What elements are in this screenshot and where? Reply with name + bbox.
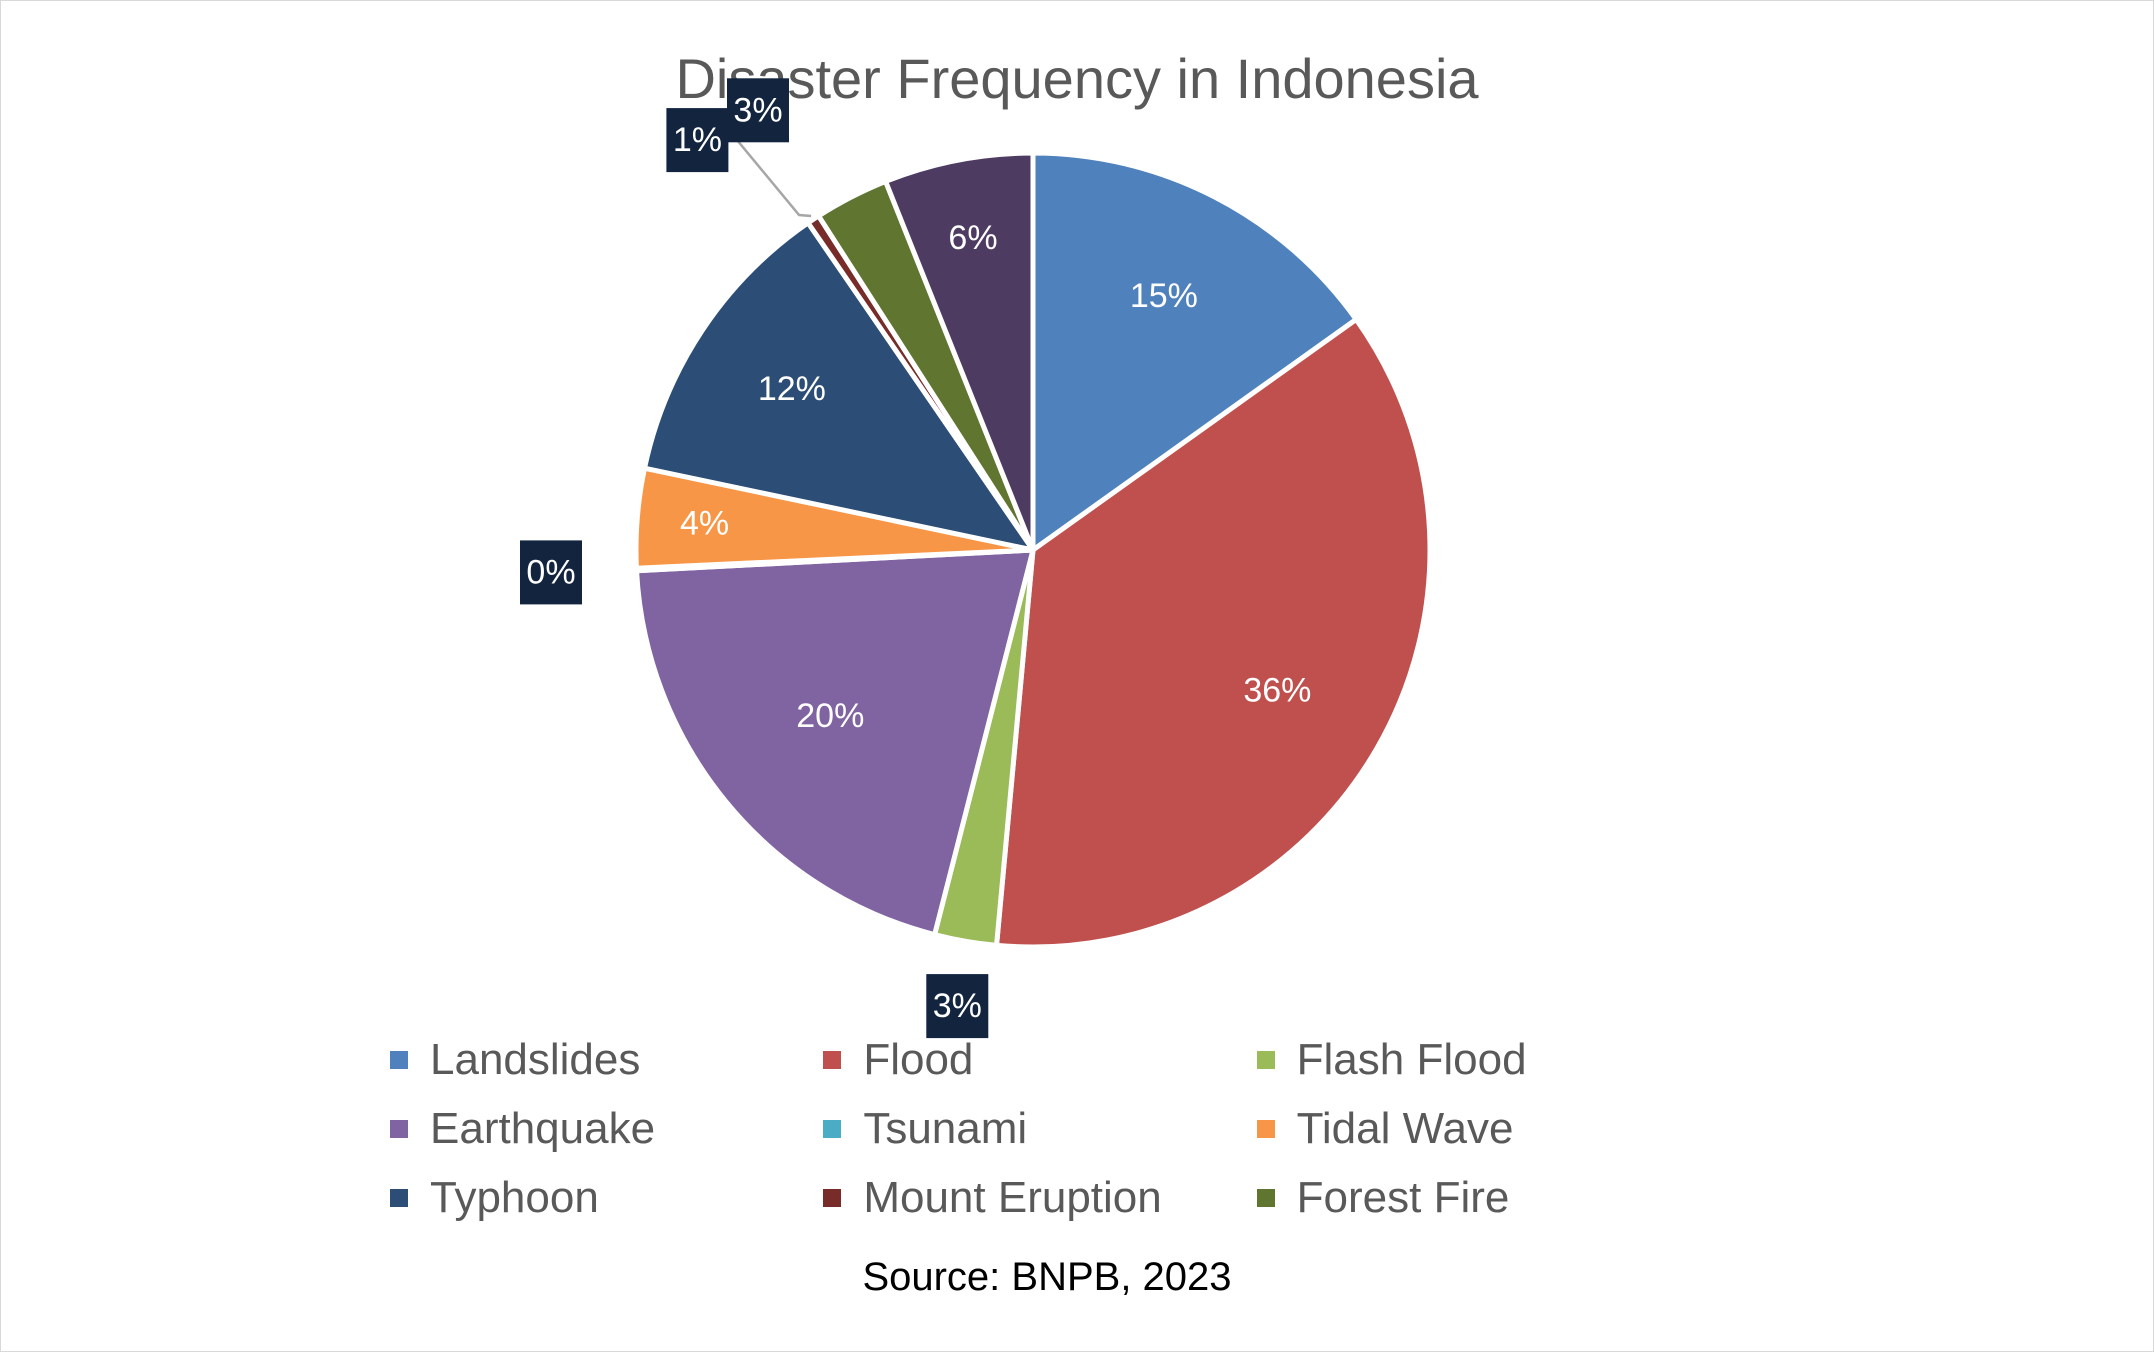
- legend-swatch: [390, 1119, 408, 1138]
- legend-swatch: [390, 1188, 408, 1207]
- data-label: 15%: [1130, 277, 1198, 315]
- legend-label: Flash Flood: [1296, 1034, 1527, 1084]
- data-label: 20%: [796, 697, 864, 735]
- legend-label: Mount Eruption: [863, 1172, 1162, 1222]
- data-label-box: [666, 108, 729, 173]
- pie-slice-landslides: [1030, 150, 1359, 553]
- legend-swatch: [823, 1050, 842, 1069]
- legend-swatch: [1256, 1188, 1275, 1207]
- legend-swatch: [823, 1119, 842, 1138]
- chart-title: Disaster Frequency in Indonesia: [675, 47, 1479, 110]
- leader-line: [734, 137, 812, 218]
- data-label: 4%: [680, 504, 729, 542]
- pie-slice-earthquake: [634, 547, 1036, 938]
- legend-label: Typhoon: [430, 1172, 599, 1222]
- data-label: 36%: [1243, 671, 1311, 709]
- legend-row: Landslides Flood Flash Flood: [390, 1025, 1690, 1094]
- legend-label: Flood: [863, 1034, 974, 1084]
- legend-swatch: [1256, 1050, 1275, 1069]
- legend-item-earthquake: Earthquake: [390, 1104, 823, 1154]
- legend-item-typhoon: Typhoon: [390, 1173, 823, 1223]
- data-label: 12%: [758, 370, 826, 408]
- legend-label: Tidal Wave: [1296, 1103, 1514, 1153]
- legend-swatch: [1256, 1119, 1275, 1138]
- legend-item-landslides: Landslides: [390, 1035, 823, 1085]
- legend-label: Earthquake: [430, 1103, 656, 1153]
- legend-row: Earthquake Tsunami Tidal Wave: [390, 1094, 1690, 1163]
- legend-item-tidal-wave: Tidal Wave: [1256, 1103, 1690, 1154]
- data-label-box: [926, 974, 989, 1039]
- pie-slice-other: [883, 150, 1036, 553]
- pie-slice-typhoon: [642, 220, 1036, 553]
- legend-label: Forest Fire: [1296, 1172, 1510, 1222]
- data-label: 1%: [673, 121, 722, 159]
- data-label: 3%: [933, 987, 982, 1025]
- data-label: 0%: [526, 553, 575, 591]
- legend-item-tsunami: Tsunami: [823, 1104, 1256, 1154]
- legend: Landslides Flood Flash Flood Earthquake Tsun…: [390, 1025, 1690, 1232]
- legend-item-mount-eruption: Mount Eruption: [823, 1173, 1256, 1223]
- data-label-box: [520, 540, 582, 605]
- data-label: 3%: [733, 91, 782, 129]
- legend-item-flash-flood: Flash Flood: [1256, 1034, 1690, 1085]
- data-label: 6%: [948, 219, 997, 257]
- legend-item-flood: Flood: [823, 1035, 1256, 1085]
- data-label-box: [727, 78, 789, 143]
- legend-row: Typhoon Mount Eruption Forest Fire: [390, 1163, 1690, 1232]
- legend-label: Landslides: [430, 1034, 641, 1084]
- legend-item-forest-fire: Forest Fire: [1256, 1172, 1690, 1223]
- pie-slice-flood: [994, 316, 1433, 950]
- source-note: Source: BNPB, 2023: [862, 1255, 1232, 1299]
- legend-swatch: [390, 1050, 408, 1069]
- legend-swatch: [823, 1188, 842, 1207]
- legend-label: Tsunami: [863, 1103, 1028, 1153]
